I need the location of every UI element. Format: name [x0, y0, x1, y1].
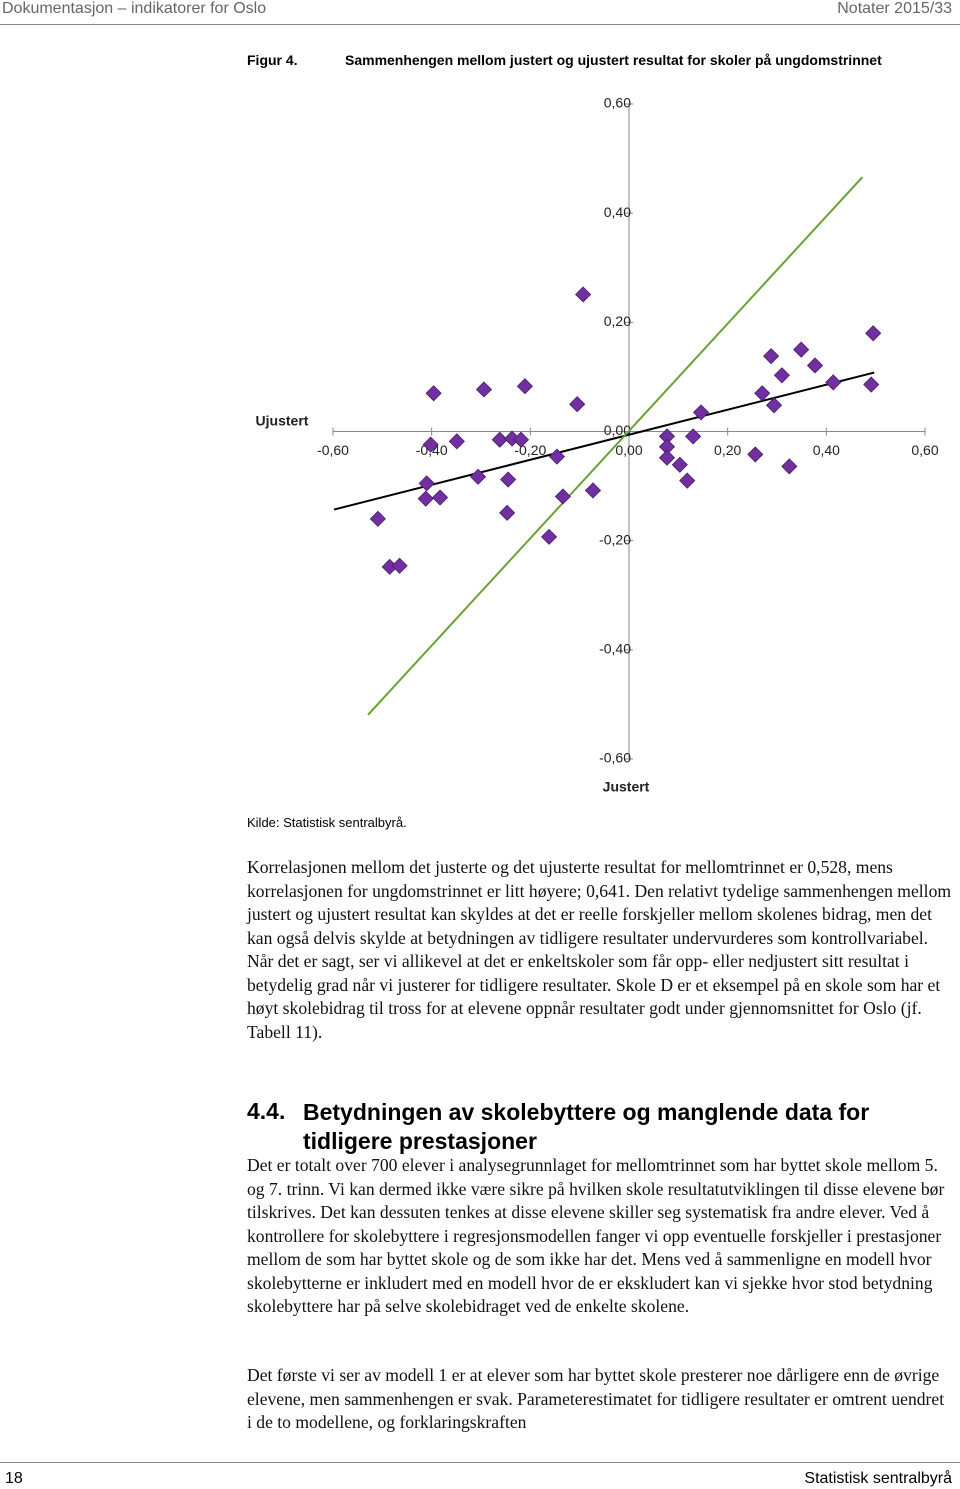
point	[865, 325, 882, 342]
point	[793, 341, 810, 358]
y-tick-label: 0,20	[604, 313, 631, 329]
x-tick-label: 0,20	[714, 442, 741, 458]
y-tick-label: -0,40	[599, 641, 631, 657]
paragraph: Det er totalt over 700 elever i analyseg…	[247, 1155, 945, 1316]
header-rule	[0, 24, 960, 25]
point	[417, 490, 434, 507]
y-axis-label: Ujustert	[256, 413, 309, 429]
paragraph: Korrelasjonen mellom det justerte og det…	[247, 857, 952, 1042]
trend-line	[333, 371, 875, 511]
x-tick-label: -0,60	[317, 442, 349, 458]
point	[431, 489, 449, 506]
footer-rule	[0, 1462, 960, 1463]
point	[499, 504, 516, 521]
y-tick-label: 0,60	[604, 95, 631, 111]
figure-number: Figur 4.	[247, 52, 298, 68]
point	[569, 396, 586, 413]
trend-line	[367, 176, 864, 716]
point	[418, 475, 435, 492]
y-tick-label: -0,20	[599, 531, 631, 547]
point	[765, 397, 783, 414]
point	[806, 357, 824, 374]
y-tick-label: 0,00	[604, 422, 631, 438]
chart: Ujustert Justert -0,60 -0,40 -0,20 0,00 0,20…	[256, 95, 939, 795]
point	[369, 510, 386, 527]
point	[773, 367, 790, 384]
point	[548, 448, 566, 465]
point	[685, 428, 702, 445]
point	[475, 381, 493, 398]
x-tick-label: 0,40	[813, 442, 840, 458]
source: Kilde: Statistisk sentralbyrå.	[247, 815, 407, 830]
point	[692, 404, 710, 421]
point	[584, 482, 602, 499]
point	[754, 385, 771, 402]
point	[863, 376, 880, 393]
header-left: Dokumentasjon – indikatorer for Oslo	[2, 0, 267, 17]
point	[825, 374, 842, 391]
page-number: 18	[5, 1470, 23, 1487]
x-tick-label: 0,00	[615, 442, 642, 458]
header-right: Notater 2015/33	[837, 0, 952, 17]
point	[491, 431, 508, 448]
point	[747, 446, 764, 463]
y-tick-label: 0,40	[604, 204, 631, 220]
point	[422, 436, 439, 453]
point	[541, 528, 558, 545]
point	[425, 385, 442, 402]
x-axis-label: Justert	[603, 779, 650, 795]
point	[500, 471, 517, 488]
point	[448, 433, 465, 450]
point	[512, 431, 530, 448]
footer-right: Statistisk sentralbyrå	[804, 1470, 952, 1487]
figure-caption: Sammenhengen mellom justert og ujustert …	[345, 52, 882, 68]
point	[516, 378, 533, 395]
point	[391, 557, 408, 574]
point	[671, 456, 688, 473]
point	[469, 468, 487, 485]
paragraph: Det første vi ser av modell 1 er at elev…	[247, 1365, 945, 1432]
point	[781, 458, 798, 475]
y-tick-label: -0,60	[599, 750, 631, 766]
section-number: 4.4.	[247, 1098, 286, 1124]
x-tick-label: 0,60	[911, 442, 938, 458]
point	[575, 286, 592, 303]
point	[763, 348, 780, 365]
point	[554, 488, 571, 505]
section-title: Betydningen av skolebyttere og manglende…	[303, 1099, 870, 1154]
point	[658, 449, 676, 466]
point	[679, 472, 696, 489]
